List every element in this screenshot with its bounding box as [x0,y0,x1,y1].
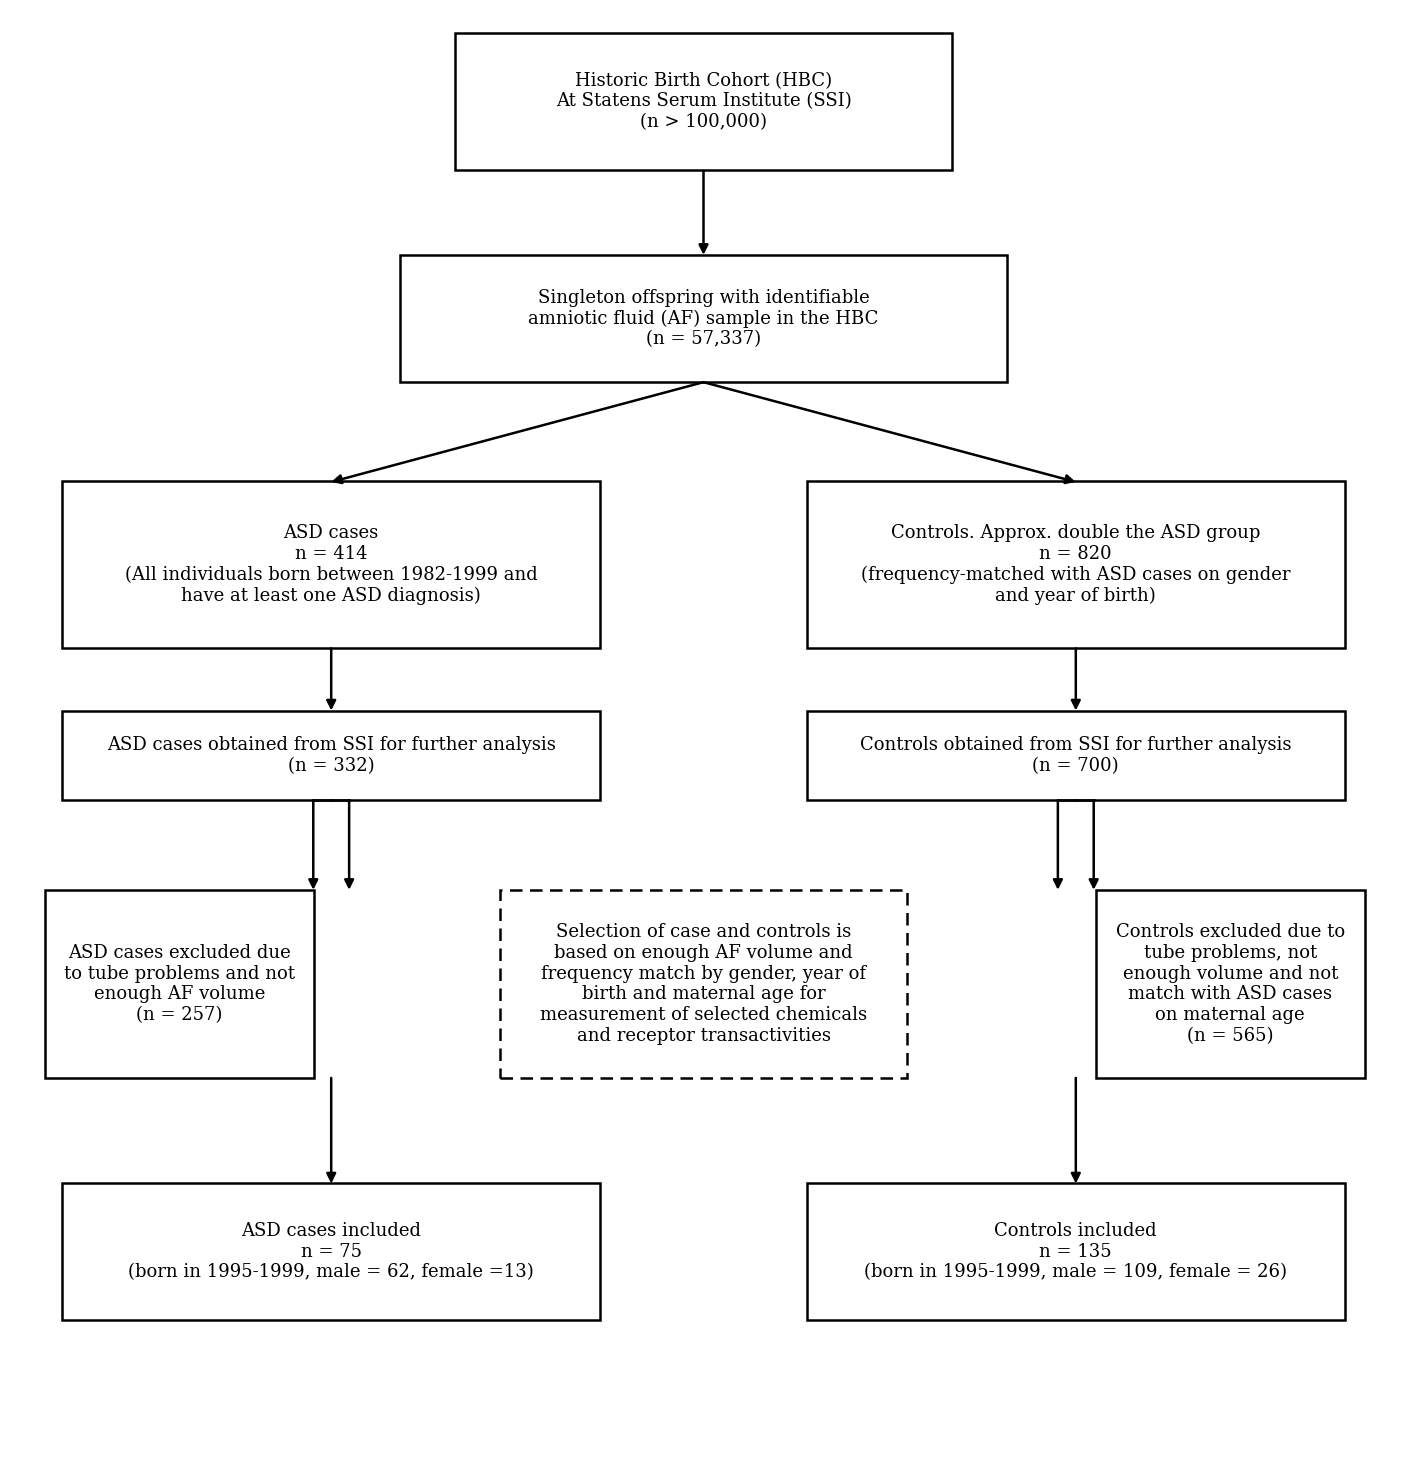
Bar [1096,890,1365,1077]
Bar [808,481,1345,648]
Bar [499,890,908,1077]
Text: ASD cases
n = 414
(All individuals born between 1982-1999 and
have at least one : ASD cases n = 414 (All individuals born … [125,524,537,605]
Text: Selection of case and controls is
based on enough AF volume and
frequency match : Selection of case and controls is based … [540,922,867,1045]
Bar [62,710,601,800]
Bar [45,890,314,1077]
Text: Controls obtained from SSI for further analysis
(n = 700): Controls obtained from SSI for further a… [860,737,1292,775]
Bar [808,710,1345,800]
Text: ASD cases excluded due
to tube problems and not
enough AF volume
(n = 257): ASD cases excluded due to tube problems … [65,943,295,1024]
Text: Historic Birth Cohort (HBC)
At Statens Serum Institute (SSI)
(n > 100,000): Historic Birth Cohort (HBC) At Statens S… [556,72,851,131]
Text: Controls. Approx. double the ASD group
n = 820
(frequency-matched with ASD cases: Controls. Approx. double the ASD group n… [861,524,1290,605]
Text: Singleton offspring with identifiable
amniotic fluid (AF) sample in the HBC
(n =: Singleton offspring with identifiable am… [528,289,879,348]
Text: Controls excluded due to
tube problems, not
enough volume and not
match with ASD: Controls excluded due to tube problems, … [1116,922,1345,1045]
Bar [62,481,601,648]
Text: ASD cases obtained from SSI for further analysis
(n = 332): ASD cases obtained from SSI for further … [107,737,556,775]
Text: Controls included
n = 135
(born in 1995-1999, male = 109, female = 26): Controls included n = 135 (born in 1995-… [864,1222,1287,1281]
Bar [400,255,1007,382]
Bar [62,1182,601,1320]
Text: ASD cases included
n = 75
(born in 1995-1999, male = 62, female =13): ASD cases included n = 75 (born in 1995-… [128,1222,535,1281]
Bar [456,32,951,170]
Bar [808,1182,1345,1320]
